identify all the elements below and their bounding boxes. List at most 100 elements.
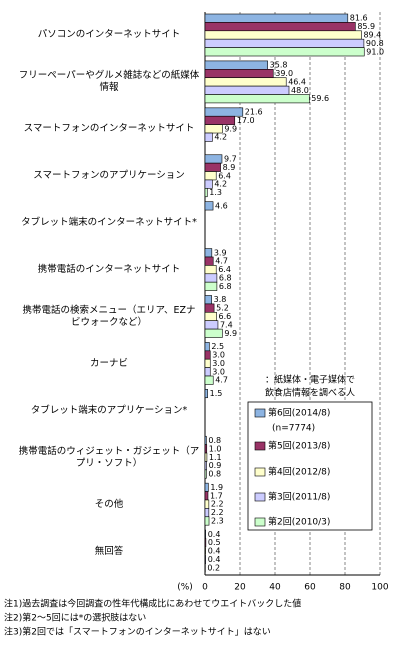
value-label: 0.4: [208, 555, 221, 564]
bar: [204, 38, 365, 48]
category-label: スマートフォンのアプリケーション: [33, 170, 185, 182]
category-label: パソコンのインターネットサイト: [37, 29, 181, 41]
legend-swatch: [254, 441, 266, 451]
legend-label: 第2回(2010/3): [268, 516, 330, 528]
value-label: 1.1: [209, 453, 222, 462]
value-label: 48.0: [291, 86, 309, 95]
legend-swatch: [254, 408, 266, 418]
note: 注2)第2～5回には*の選択肢はない: [4, 612, 146, 624]
value-label: 1.3: [209, 188, 222, 197]
bar: [204, 77, 287, 87]
value-label: 0.9: [209, 461, 222, 470]
value-label: 2.3: [211, 516, 224, 525]
x-tick-label: 100: [371, 583, 388, 593]
value-label: 6.8: [219, 273, 232, 282]
x-tick-label: 80: [339, 583, 351, 593]
bar: [204, 508, 210, 518]
category-label: カーナビ: [89, 357, 128, 369]
x-tick-label: 60: [304, 583, 316, 593]
value-label: 6.8: [219, 282, 232, 291]
annotation: ：紙媒体・電子媒体で: [265, 374, 355, 386]
note: 注1)過去調査は今回調査の性年代構成比にあわせてウエイトバックした値: [4, 598, 301, 610]
bar: [204, 328, 223, 338]
value-label: 4.7: [215, 257, 228, 266]
value-label: 0.4: [208, 530, 221, 539]
value-label: 17.0: [237, 116, 255, 125]
bar: [204, 295, 212, 305]
value-label: 9.9: [224, 329, 237, 338]
value-label: 2.2: [211, 500, 224, 509]
category-label: その他: [94, 498, 124, 510]
category-label: フリーペーパーやグルメ雑誌などの紙媒体情報: [18, 70, 200, 94]
value-label: 1.7: [210, 491, 223, 500]
value-label: 6.4: [218, 265, 231, 274]
bar: [204, 47, 365, 57]
value-label: 21.6: [245, 108, 263, 117]
bar: [204, 342, 210, 352]
bar: [204, 435, 207, 445]
value-label: 3.8: [214, 295, 227, 304]
value-label: 4.2: [214, 180, 227, 189]
note: 注3)第2回では「スマートフォンのインターネットサイト」はない: [4, 626, 271, 638]
legend-swatch: [254, 492, 266, 502]
bar: [204, 546, 206, 556]
bar: [204, 389, 208, 399]
value-label: 4.6: [215, 201, 228, 210]
bar: [204, 367, 211, 377]
value-label: 9.7: [224, 154, 237, 163]
value-label: 39.0: [275, 69, 293, 78]
bar: [204, 60, 268, 70]
value-label: 2.2: [211, 508, 224, 517]
bar: [204, 358, 211, 368]
bar: [204, 124, 223, 134]
category-label: 携帯電話の検索メニュー（エリア、EZナビウォークなど）: [22, 304, 196, 328]
value-label: 35.8: [270, 61, 288, 70]
bar: [204, 30, 362, 40]
bar: [204, 248, 213, 258]
bar: [204, 256, 214, 266]
value-label: 6.6: [219, 312, 232, 321]
bar: [204, 22, 356, 32]
bar: [204, 529, 206, 539]
x-tick-label: 0: [202, 583, 208, 593]
value-label: 90.8: [366, 39, 384, 48]
legend-label: 第4回(2012/8): [268, 466, 330, 478]
value-label: 3.0: [212, 359, 225, 368]
bar: [204, 132, 213, 142]
value-label: 2.5: [211, 342, 224, 351]
bar: [204, 311, 217, 321]
category-label: 携帯電話のウィジェット・ガジェット（アプリ・ソフト）: [18, 445, 200, 469]
bar: [204, 69, 274, 79]
value-label: 7.4: [220, 320, 233, 329]
bar: [204, 554, 206, 564]
value-label: 91.0: [366, 47, 384, 56]
value-label: 0.8: [208, 470, 221, 479]
value-label: 59.6: [311, 94, 329, 103]
bar: [204, 265, 217, 275]
value-label: 6.4: [218, 171, 231, 180]
value-label: 5.2: [216, 304, 229, 313]
value-label: 4.7: [215, 376, 228, 385]
value-label: 3.0: [212, 367, 225, 376]
bar: [204, 13, 349, 23]
legend-note: (n=7774): [272, 424, 315, 434]
bar: [204, 201, 214, 211]
value-label: 1.9: [210, 483, 223, 492]
value-label: 8.9: [223, 163, 236, 172]
value-label: 0.2: [207, 563, 220, 572]
bar: [204, 188, 208, 198]
value-label: 1.0: [209, 444, 222, 453]
legend-box: [247, 401, 373, 531]
bar: [204, 179, 213, 189]
bar: [204, 94, 310, 104]
bar: [204, 444, 208, 454]
x-tick-label: 20: [234, 583, 246, 593]
value-label: 0.4: [208, 547, 221, 556]
value-label: 85.9: [357, 22, 375, 31]
annotation: 飲食店情報を調べる人: [265, 387, 355, 399]
value-label: 81.6: [350, 14, 368, 23]
category-label: タブレット端末のインターネットサイト*: [21, 217, 197, 229]
bar: [204, 461, 207, 471]
